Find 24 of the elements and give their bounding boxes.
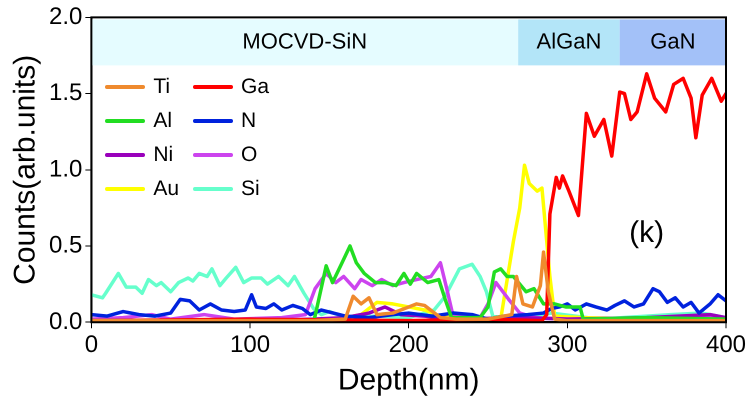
legend-label: Ti [153, 75, 170, 100]
legend-label: Au [153, 177, 180, 202]
legend-label: Si [241, 177, 260, 202]
y-tick-label: 1.0 [48, 155, 82, 182]
x-tick-label: 300 [547, 331, 588, 358]
y-axis-title: Counts(arb.units) [8, 54, 42, 285]
y-tick-label: 1.5 [48, 79, 82, 106]
band-label: GaN [650, 28, 696, 54]
legend-label: Al [153, 109, 172, 134]
x-tick-label: 200 [388, 331, 429, 358]
x-tick-label: 400 [706, 331, 746, 358]
y-tick-label: 2.0 [48, 3, 82, 30]
y-tick-label: 0.5 [48, 232, 82, 259]
legend-label: Ni [153, 143, 174, 168]
x-tick-label: 100 [230, 331, 270, 358]
x-axis-title: Depth(nm) [338, 363, 480, 396]
y-tick-label: 0.0 [48, 308, 82, 335]
band-label: MOCVD-SiN [242, 28, 368, 54]
annotation: (k) [629, 216, 664, 250]
legend-label: O [241, 143, 258, 168]
x-tick-label: 0 [84, 331, 98, 358]
band-label: AlGaN [536, 28, 602, 54]
legend-label: Ga [241, 75, 270, 100]
legend-label: N [241, 109, 256, 134]
